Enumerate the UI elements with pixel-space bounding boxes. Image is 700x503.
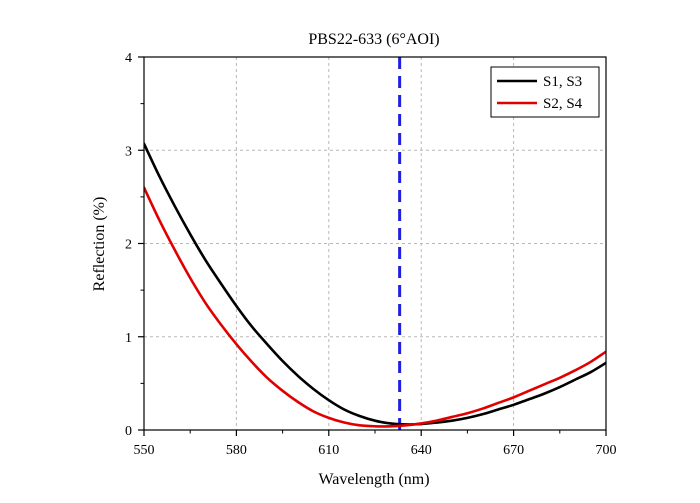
- series-layer: [144, 142, 606, 428]
- y-tick-label: 1: [125, 331, 132, 346]
- x-tick-label: 610: [318, 443, 339, 458]
- legend: S1, S3 S2, S4: [490, 66, 600, 118]
- chart-title: PBS22-633 (6°AOI): [308, 31, 439, 48]
- x-tick-label: 550: [134, 443, 155, 458]
- x-tick-label: 640: [411, 443, 432, 458]
- x-tick-label: 580: [226, 443, 247, 458]
- y-tick-label: 4: [125, 51, 132, 66]
- y-tick-label: 0: [125, 424, 132, 439]
- x-axis-title: Wavelength (nm): [318, 471, 429, 488]
- legend-label-2: S2, S4: [543, 96, 583, 112]
- x-tick-label: 670: [503, 443, 524, 458]
- x-tick-label: 700: [596, 443, 617, 458]
- ticks: 550 580 610 640 670 700 0 1 2 3 4: [125, 51, 617, 458]
- series-line-1: [144, 142, 606, 426]
- y-tick-label: 3: [125, 144, 132, 159]
- legend-box: [490, 66, 600, 118]
- y-axis-title: Reflection (%): [91, 197, 108, 292]
- y-tick-label: 2: [125, 238, 132, 253]
- legend-label-1: S1, S3: [543, 74, 582, 90]
- series-line-2: [144, 186, 606, 428]
- grid: [144, 57, 606, 430]
